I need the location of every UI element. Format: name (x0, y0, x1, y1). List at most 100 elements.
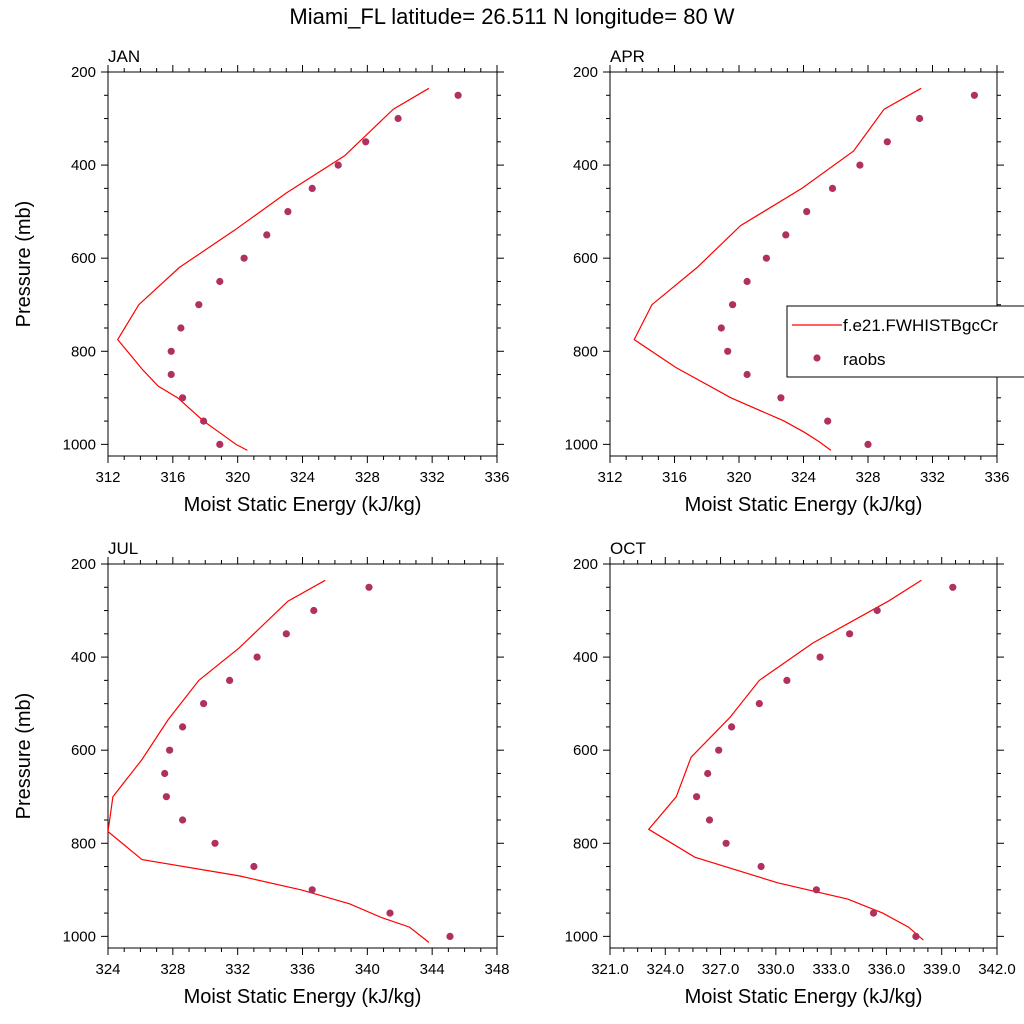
raobs-point (704, 769, 712, 778)
raobs-point (949, 583, 957, 591)
y-tick-label: 1000 (63, 436, 96, 453)
x-tick-label: 324 (95, 961, 120, 978)
y-tick-label: 600 (573, 742, 598, 759)
x-tick-label: 316 (662, 469, 687, 486)
raobs-point (783, 676, 791, 685)
raobs-point (728, 723, 736, 731)
x-tick-label: 336.0 (868, 961, 906, 978)
raobs-point (812, 886, 821, 894)
raobs-point (161, 769, 169, 778)
raobs-point (179, 816, 187, 824)
raobs-point (394, 114, 402, 123)
raobs-point (308, 886, 316, 894)
panel-apr: 312 316 320 324 328 332 336 200 400 600 800 1000 APR… (565, 47, 1010, 516)
raobs-point (856, 161, 864, 169)
raobs-point (864, 440, 872, 448)
x-tick-label: 328 (160, 961, 185, 978)
y-tick-label: 1000 (565, 436, 598, 453)
x-tick-label: 339.0 (923, 961, 961, 978)
raobs-point (365, 583, 373, 591)
raobs-point (167, 370, 175, 379)
y-tick-label: 800 (573, 835, 598, 852)
legend: f.e21.FWHISTBgcCr raobs (786, 305, 1024, 378)
y-tick-label: 800 (573, 343, 598, 360)
x-tick-label: 340 (355, 961, 380, 978)
raobs-point (743, 277, 751, 286)
legend-model-label: f.e21.FWHISTBgcCr (843, 316, 998, 335)
x-tick-label: 333.0 (812, 961, 850, 978)
y-tick-label: 1000 (565, 928, 598, 945)
raobs-point (743, 370, 751, 379)
raobs-point (782, 231, 790, 239)
x-tick-label: 324 (290, 469, 315, 486)
raobs-point (705, 816, 714, 824)
raobs-point (284, 208, 292, 216)
legend-obs-swatch (813, 354, 821, 362)
raobs-point (216, 277, 224, 286)
x-tick-label: 342.0 (978, 961, 1016, 978)
x-axis-label: Moist Static Energy (kJ/kg) (184, 494, 422, 516)
x-tick-label: 344 (420, 961, 445, 978)
panel-jul: 324 328 332 336 340 344 348 200 400 600 800 1000 JUL… (13, 539, 510, 1008)
raobs-point (167, 347, 175, 355)
raobs-point (869, 909, 878, 917)
raobs-point (200, 417, 208, 425)
raobs-point (722, 839, 730, 847)
raobs-point (211, 839, 219, 847)
panel-oct: 321.0 324.0 327.0 330.0 333.0 336.0 339.0 342.0… (565, 539, 1016, 1008)
x-tick-label: 312 (95, 469, 120, 486)
x-tick-label: 321.0 (591, 961, 629, 978)
x-tick-label: 327.0 (702, 961, 740, 978)
raobs-point (916, 114, 924, 123)
raobs-point (715, 746, 723, 754)
panel-jan: 312 316 320 324 328 332 336 200 400 600 800 1000 JAN… (13, 47, 510, 516)
raobs-point (873, 606, 881, 615)
raobs-point (717, 324, 725, 332)
x-tick-label: 332 (420, 469, 445, 486)
x-tick-label: 320 (726, 469, 751, 486)
y-tick-label: 200 (71, 64, 96, 81)
raobs-point (762, 254, 771, 262)
panel-label: APR (610, 47, 645, 66)
raobs-point (883, 138, 891, 146)
x-tick-label: 328 (855, 469, 880, 486)
raobs-point (263, 231, 271, 239)
y-tick-label: 400 (573, 157, 598, 174)
y-tick-label: 800 (71, 343, 96, 360)
x-tick-label: 316 (160, 469, 185, 486)
x-tick-label: 328 (355, 469, 380, 486)
raobs-point (362, 138, 370, 146)
raobs-point (693, 793, 701, 801)
raobs-point (250, 862, 258, 871)
x-tick-label: 332 (920, 469, 945, 486)
raobs-point (846, 630, 854, 638)
plot-frame (609, 71, 998, 457)
raobs-point (195, 301, 203, 309)
raobs-point (454, 91, 462, 99)
raobs-point (240, 254, 248, 262)
raobs-point (226, 676, 234, 685)
x-tick-label: 336 (484, 469, 509, 486)
y-tick-label: 400 (71, 649, 96, 666)
y-tick-label: 600 (573, 250, 598, 267)
raobs-point (816, 653, 824, 661)
y-tick-label: 600 (71, 250, 96, 267)
x-axis-label: Moist Static Energy (kJ/kg) (685, 494, 923, 516)
raobs-point (253, 653, 261, 661)
raobs-point (200, 700, 208, 708)
x-tick-label: 332 (225, 961, 250, 978)
raobs-point (179, 394, 187, 402)
raobs-point (282, 630, 290, 638)
y-tick-label: 200 (71, 556, 96, 573)
raobs-point (912, 932, 920, 941)
panel-label: JUL (108, 539, 138, 558)
raobs-point (755, 700, 763, 708)
raobs-point (334, 161, 342, 169)
panel-label: JAN (108, 47, 140, 66)
y-tick-label: 200 (573, 556, 598, 573)
x-tick-label: 348 (484, 961, 509, 978)
raobs-point (803, 208, 811, 216)
raobs-point (729, 301, 737, 309)
raobs-point (386, 909, 394, 917)
